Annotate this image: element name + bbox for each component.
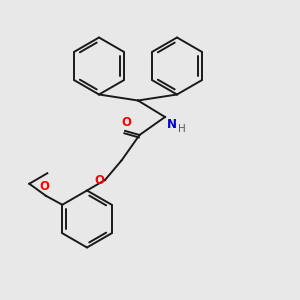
Text: O: O: [94, 174, 105, 187]
Text: O: O: [122, 116, 132, 129]
Text: O: O: [39, 180, 49, 193]
Text: N: N: [167, 118, 176, 131]
Text: H: H: [178, 124, 185, 134]
